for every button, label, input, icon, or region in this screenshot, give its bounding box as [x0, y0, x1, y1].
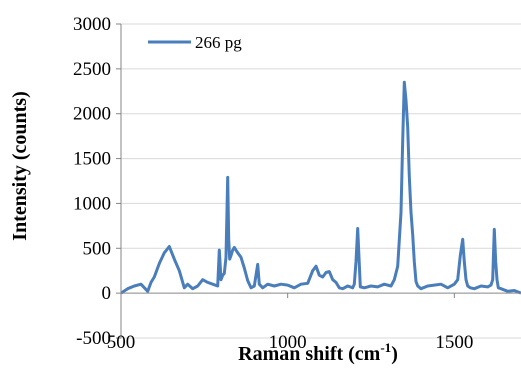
series-layer: [120, 80, 521, 295]
x-axis-title-main: Raman shift (cm: [238, 343, 381, 365]
x-axis-title-sup: -1: [380, 340, 391, 355]
y-tick-label: 1500: [73, 149, 111, 170]
gridlines: [121, 23, 521, 339]
x-tick-label: 500: [107, 332, 136, 353]
y-tick-label: 3000: [73, 14, 111, 35]
y-tick-label: 2000: [73, 104, 111, 125]
y-tick-label: 500: [83, 238, 112, 259]
legend-label: 266 pg: [195, 33, 242, 52]
y-axis-title: Intensity (counts): [9, 91, 31, 240]
y-tick-label: -500: [76, 328, 111, 349]
y-tick-label: 2500: [73, 59, 111, 80]
series-line: [120, 80, 521, 295]
x-axis-title: Raman shift (cm-1): [238, 340, 398, 365]
tick-labels: -500 0 500 1000 1500 2000 2500 3000 500 1000 1500: [73, 14, 473, 353]
x-tick-label: 1500: [435, 332, 473, 353]
x-axis-title-close: ): [391, 343, 398, 365]
axes: [116, 23, 521, 339]
y-tick-label: 0: [102, 283, 112, 304]
y-tick-label: 1000: [73, 193, 111, 214]
legend: 266 pg: [148, 33, 242, 52]
x-tick-label: 1000: [269, 332, 307, 353]
